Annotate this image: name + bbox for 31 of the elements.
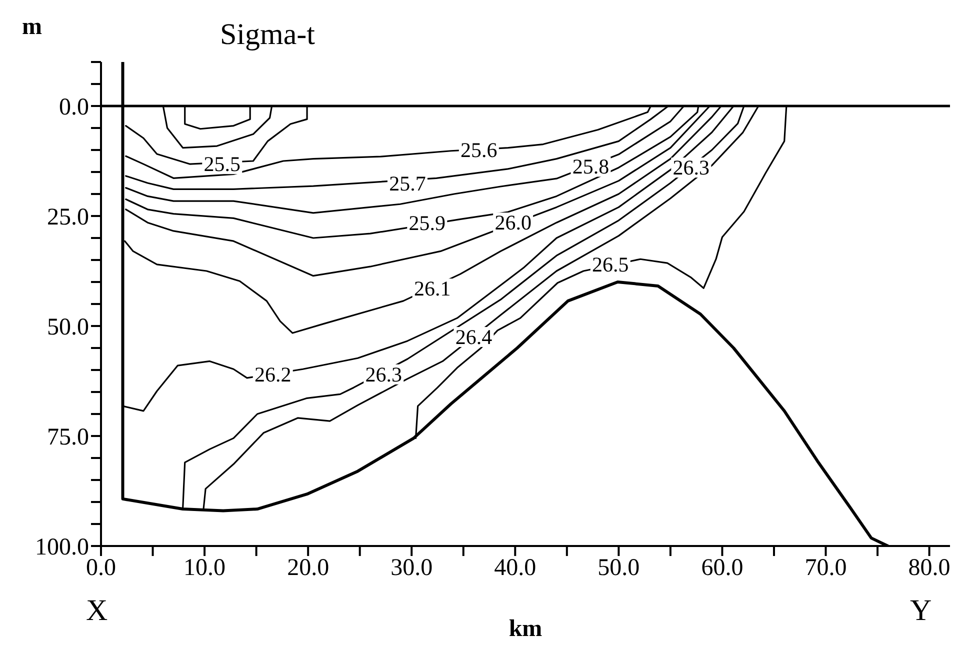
x-tick-label: 20.0	[287, 555, 330, 582]
x-tick-label: 10.0	[184, 555, 226, 582]
annotation: 26.0	[494, 210, 532, 235]
text: Y	[910, 594, 932, 628]
annotation: 26.3	[672, 156, 710, 180]
x-tick-label: 0.0	[86, 555, 116, 582]
annotation: 25.9	[408, 211, 446, 236]
text: X	[86, 594, 108, 628]
y-axis-title: m	[22, 14, 42, 41]
annotation: 25.6	[460, 138, 498, 162]
x-tick-label: 70.0	[804, 555, 847, 582]
x-tick-label: 60.0	[701, 555, 744, 582]
annotation: 26.3	[365, 362, 402, 386]
annotation: 26.4	[455, 325, 493, 349]
x-axis-title: km	[508, 616, 544, 643]
y-tick-label: 100.0	[35, 534, 89, 561]
y-tick-label: 75.0	[47, 424, 89, 451]
y-tick-label: 50.0	[47, 314, 89, 341]
x-tick-label: 30.0	[390, 555, 433, 582]
annotation: 26.1	[414, 276, 451, 301]
x-tick-label: 50.0	[598, 555, 640, 582]
x-tick-label: 80.0	[908, 555, 950, 582]
annotation: 25.5	[204, 152, 241, 176]
chart-title: Sigma-t	[220, 18, 315, 52]
annotation: 26.2	[254, 362, 292, 386]
annotation: 25.8	[572, 154, 610, 179]
y-tick-label: 25.0	[47, 204, 89, 231]
x-tick-label: 40.0	[494, 555, 536, 582]
annotation: 26.5	[592, 252, 629, 276]
annotation: 25.7	[389, 171, 426, 196]
y-tick-label: 0.0	[59, 94, 89, 121]
